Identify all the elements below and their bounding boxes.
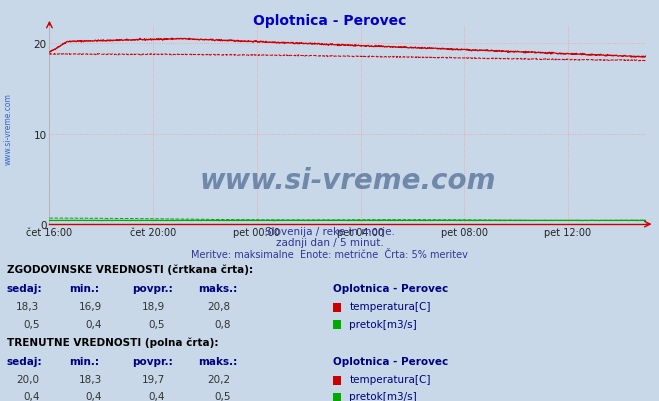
Text: zadnji dan / 5 minut.: zadnji dan / 5 minut.: [275, 238, 384, 248]
Text: temperatura[C]: temperatura[C]: [349, 374, 431, 384]
Text: maks.:: maks.:: [198, 356, 237, 366]
Text: pretok[m3/s]: pretok[m3/s]: [349, 319, 417, 329]
Text: min.:: min.:: [69, 284, 100, 294]
Text: 0,4: 0,4: [86, 319, 102, 329]
Text: 0,5: 0,5: [23, 319, 40, 329]
Text: 20,0: 20,0: [16, 374, 40, 384]
Text: pretok[m3/s]: pretok[m3/s]: [349, 391, 417, 401]
Text: temperatura[C]: temperatura[C]: [349, 302, 431, 312]
Text: povpr.:: povpr.:: [132, 284, 173, 294]
Text: Oplotnica - Perovec: Oplotnica - Perovec: [253, 14, 406, 28]
Text: povpr.:: povpr.:: [132, 356, 173, 366]
Text: 16,9: 16,9: [79, 302, 102, 312]
Text: 0,5: 0,5: [214, 391, 231, 401]
Text: www.si-vreme.com: www.si-vreme.com: [4, 93, 13, 164]
Text: 19,7: 19,7: [142, 374, 165, 384]
Text: sedaj:: sedaj:: [7, 356, 42, 366]
Text: ZGODOVINSKE VREDNOSTI (črtkana črta):: ZGODOVINSKE VREDNOSTI (črtkana črta):: [7, 264, 252, 275]
Text: 0,4: 0,4: [86, 391, 102, 401]
Text: 0,4: 0,4: [23, 391, 40, 401]
Text: 18,3: 18,3: [16, 302, 40, 312]
Text: 0,8: 0,8: [214, 319, 231, 329]
Text: 18,3: 18,3: [79, 374, 102, 384]
Text: Oplotnica - Perovec: Oplotnica - Perovec: [333, 356, 448, 366]
Text: 18,9: 18,9: [142, 302, 165, 312]
Text: TRENUTNE VREDNOSTI (polna črta):: TRENUTNE VREDNOSTI (polna črta):: [7, 337, 218, 347]
Text: 0,4: 0,4: [148, 391, 165, 401]
Text: sedaj:: sedaj:: [7, 284, 42, 294]
Text: Meritve: maksimalne  Enote: metrične  Črta: 5% meritev: Meritve: maksimalne Enote: metrične Črta…: [191, 249, 468, 259]
Text: 20,2: 20,2: [208, 374, 231, 384]
Text: maks.:: maks.:: [198, 284, 237, 294]
Text: Slovenija / reke in morje.: Slovenija / reke in morje.: [264, 227, 395, 237]
Text: 20,8: 20,8: [208, 302, 231, 312]
Text: 0,5: 0,5: [148, 319, 165, 329]
Text: www.si-vreme.com: www.si-vreme.com: [200, 167, 496, 195]
Text: Oplotnica - Perovec: Oplotnica - Perovec: [333, 284, 448, 294]
Text: min.:: min.:: [69, 356, 100, 366]
